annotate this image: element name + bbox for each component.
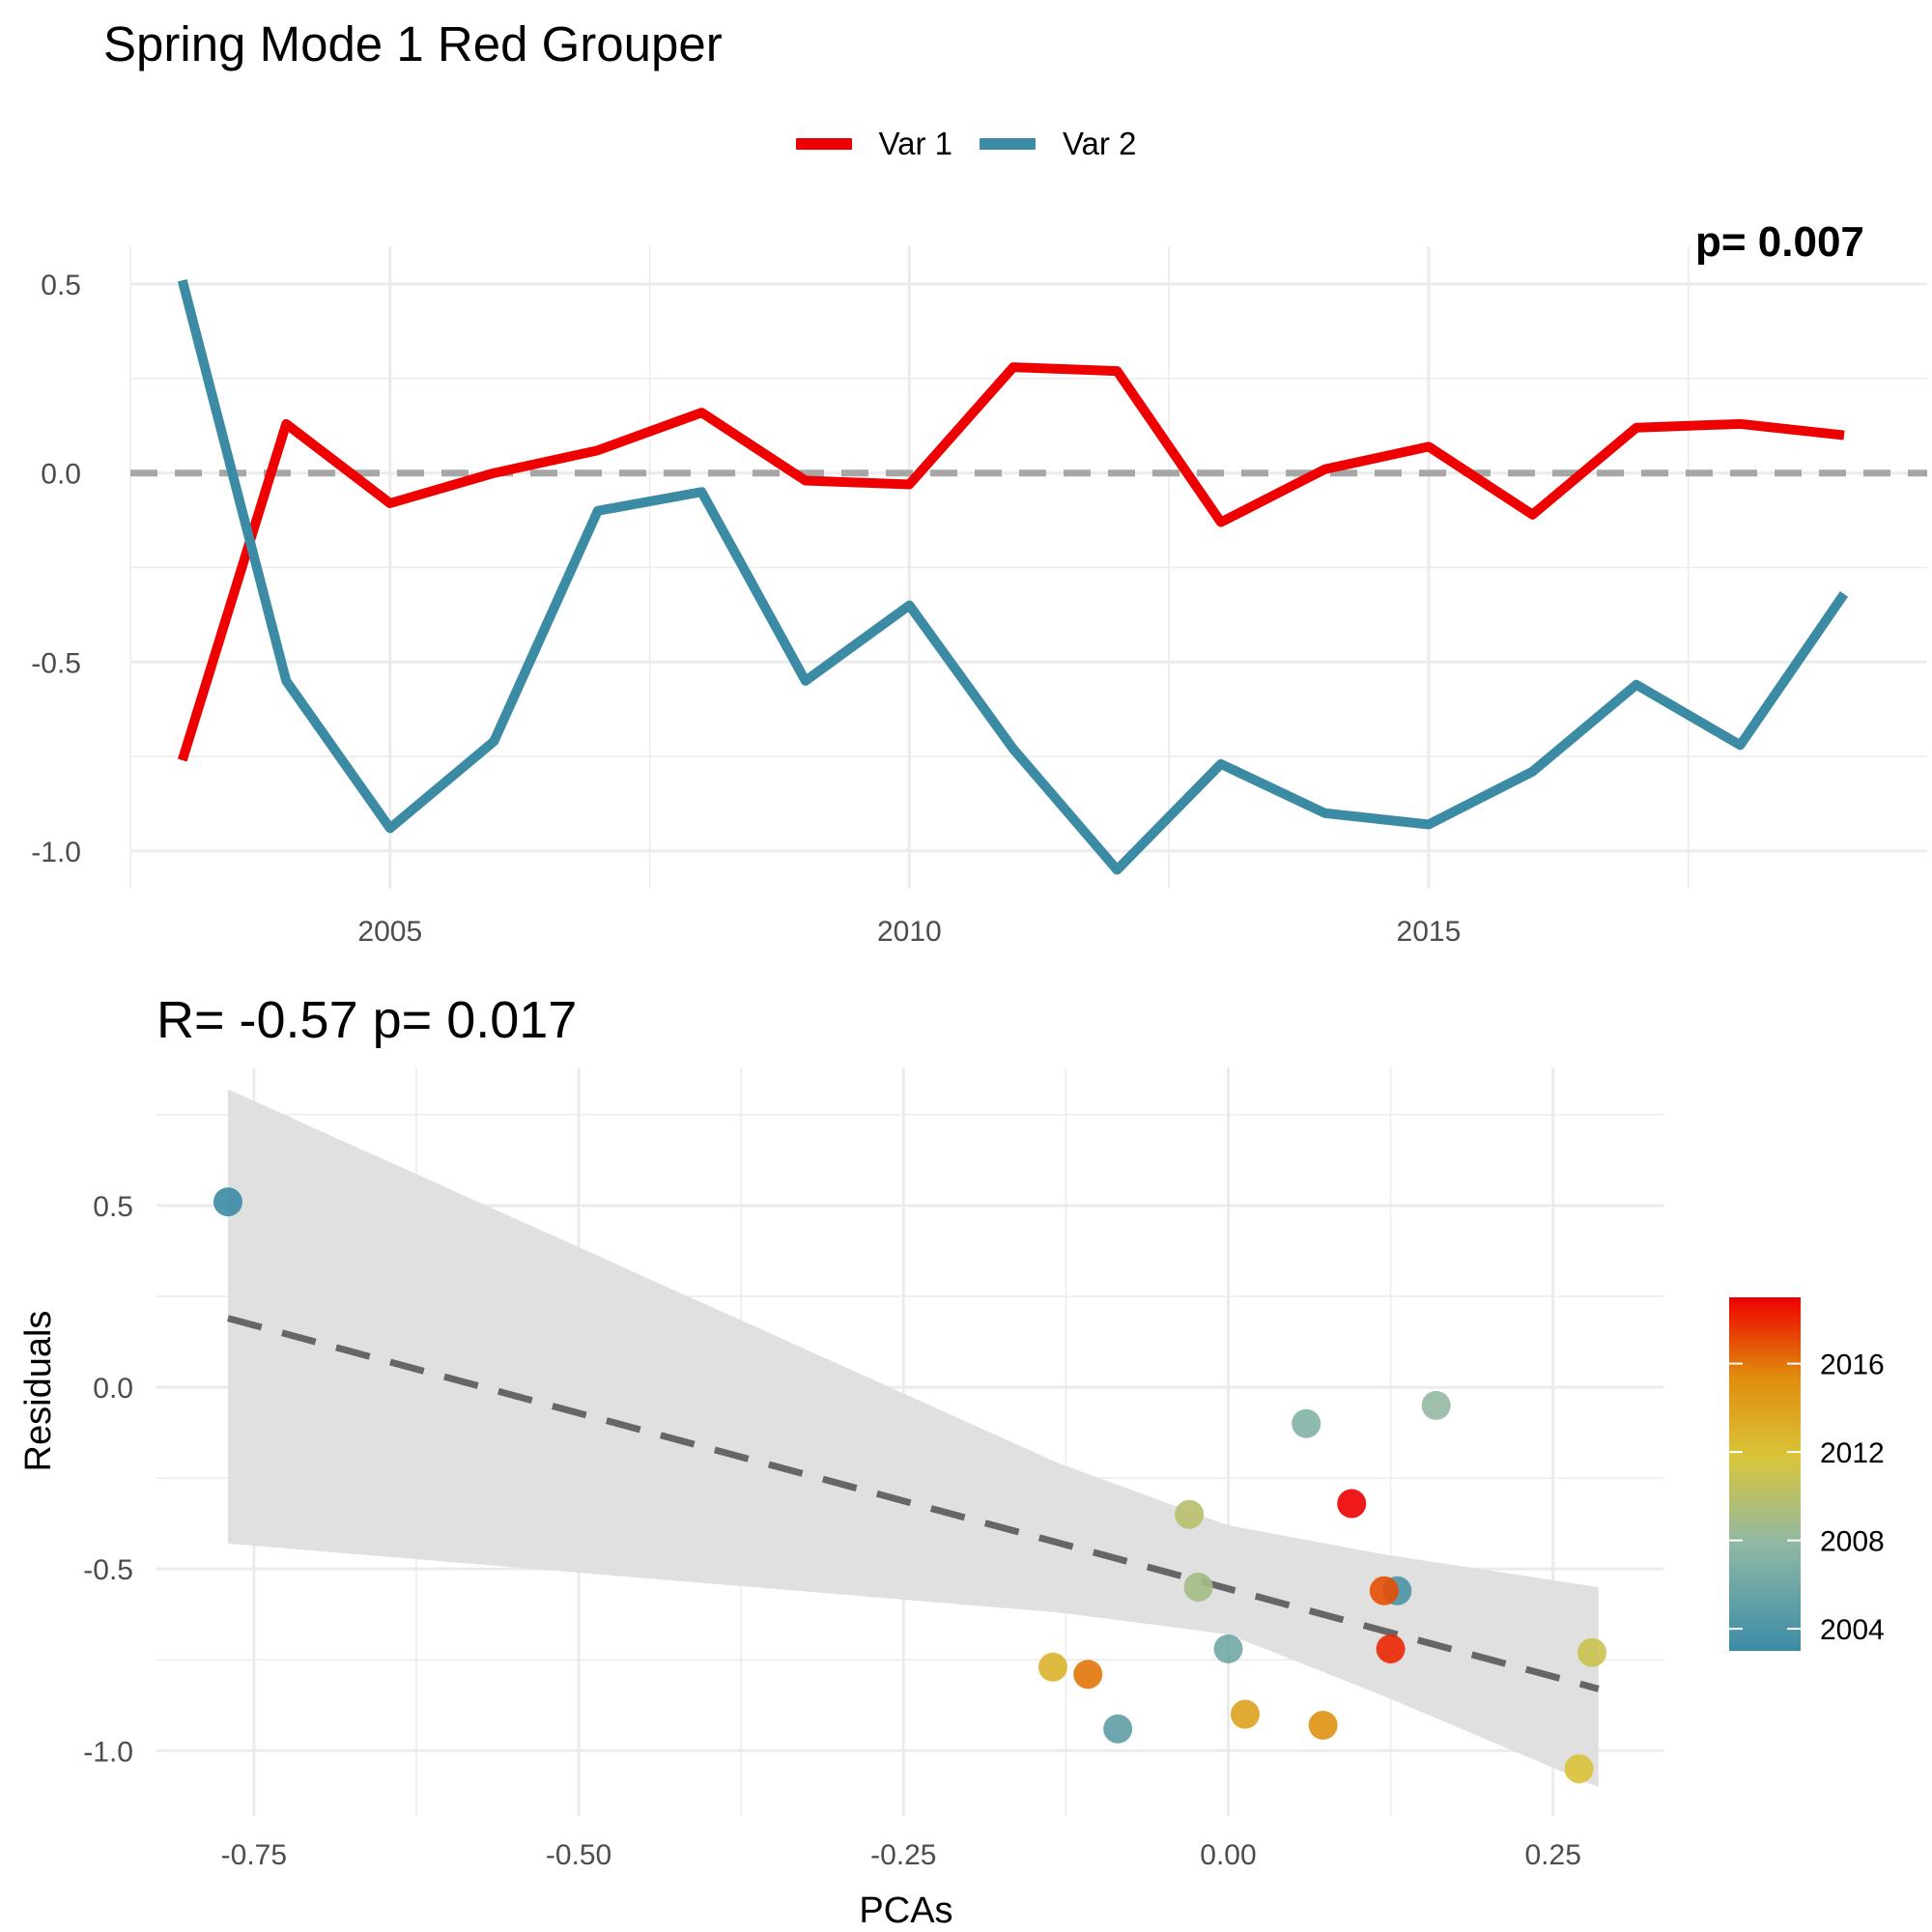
series-lines: [177, 278, 1849, 875]
scatter-point: [1103, 1714, 1133, 1744]
bottom-y-tick-labels: -1.0 -0.5 0.0 0.5: [83, 1191, 133, 1768]
colorbar-label: 2008: [1820, 1526, 1885, 1558]
legend-key-var2: [980, 138, 1036, 150]
top-x-tick-label: 2005: [357, 916, 422, 948]
scatter-points: [213, 1187, 1607, 1784]
scatter-point: [1175, 1499, 1205, 1529]
bottom-x-tick-label: 0.25: [1524, 1839, 1580, 1871]
top-y-tick-label: 0.0: [41, 459, 81, 491]
figure-title: Spring Mode 1 Red Grouper: [103, 16, 723, 71]
colorbar-label: 2004: [1820, 1614, 1885, 1646]
legend-item-var2: Var 2: [980, 126, 1136, 162]
colorbar-ticks: 2016 2012 2008 2004: [1729, 1350, 1885, 1646]
scatter-point: [1564, 1754, 1594, 1784]
time-series-chart: p= 0.007 -1.0 -0.5 0.0 0.5 2005 2010 2015: [31, 218, 1927, 948]
top-x-tick-label: 2015: [1397, 916, 1462, 948]
scatter-point: [1421, 1390, 1451, 1420]
top-grid-minor: [129, 246, 1927, 889]
scatter-point: [1292, 1408, 1321, 1438]
top-y-tick-label: 0.5: [41, 270, 81, 301]
colorbar-label: 2012: [1820, 1437, 1885, 1469]
scatter-point: [213, 1187, 242, 1217]
bottom-x-tick-label: 0.00: [1200, 1839, 1256, 1871]
scatter-point: [1073, 1660, 1103, 1690]
scatter-point: [1577, 1637, 1607, 1667]
top-x-tick-label: 2010: [877, 916, 942, 948]
series-line-var-1: [177, 362, 1845, 762]
top-x-tick-labels: 2005 2010 2015: [357, 916, 1461, 948]
scatter-point: [1230, 1699, 1260, 1729]
confidence-ribbon: [227, 1089, 1599, 1787]
scatter-point: [1308, 1710, 1338, 1740]
series-line-var-2: [177, 278, 1849, 875]
y-axis-label: Residuals: [18, 1311, 59, 1472]
x-axis-label: PCAs: [859, 1890, 952, 1931]
legend-label-var1: Var 1: [878, 126, 952, 161]
top-y-tick-label: -0.5: [31, 647, 81, 679]
bottom-y-tick-label: -1.0: [83, 1736, 133, 1768]
bottom-y-tick-label: 0.0: [93, 1373, 133, 1405]
bottom-y-tick-label: -0.5: [83, 1554, 133, 1586]
legend-label-var2: Var 2: [1063, 126, 1137, 161]
scatter-point: [1376, 1634, 1406, 1663]
bottom-x-tick-labels: -0.75 -0.50 -0.25 0.00 0.25: [221, 1839, 1581, 1871]
clipped-annotation: p= 0.007: [1695, 218, 1864, 266]
bottom-x-tick-label: -0.50: [546, 1839, 611, 1871]
top-y-tick-label: -1.0: [31, 837, 81, 868]
bottom-x-tick-label: -0.25: [870, 1839, 936, 1871]
scatter-point: [1213, 1634, 1243, 1663]
scatter-chart: -1.0 -0.5 0.0 0.5 -0.75 -0.50 -0.25 0.00 0.25 P…: [18, 1067, 1885, 1931]
colorbar: [1729, 1297, 1801, 1651]
correlation-stat-title: R= -0.57 p= 0.017: [156, 991, 578, 1049]
scatter-point: [1337, 1489, 1367, 1519]
legend-key-var1: [795, 138, 852, 150]
legend-item-var1: Var 1: [795, 126, 952, 162]
colorbar-label: 2016: [1820, 1350, 1885, 1381]
scatter-point: [1183, 1572, 1213, 1602]
bottom-y-tick-label: 0.5: [93, 1191, 133, 1223]
top-y-tick-labels: -1.0 -0.5 0.0 0.5: [31, 270, 81, 868]
bottom-x-tick-label: -0.75: [221, 1839, 287, 1871]
scatter-point: [1369, 1576, 1399, 1605]
regression-fit-line: [227, 1315, 1600, 1692]
legend: Var 1 Var 2: [0, 126, 1932, 162]
scatter-point: [1037, 1652, 1067, 1682]
